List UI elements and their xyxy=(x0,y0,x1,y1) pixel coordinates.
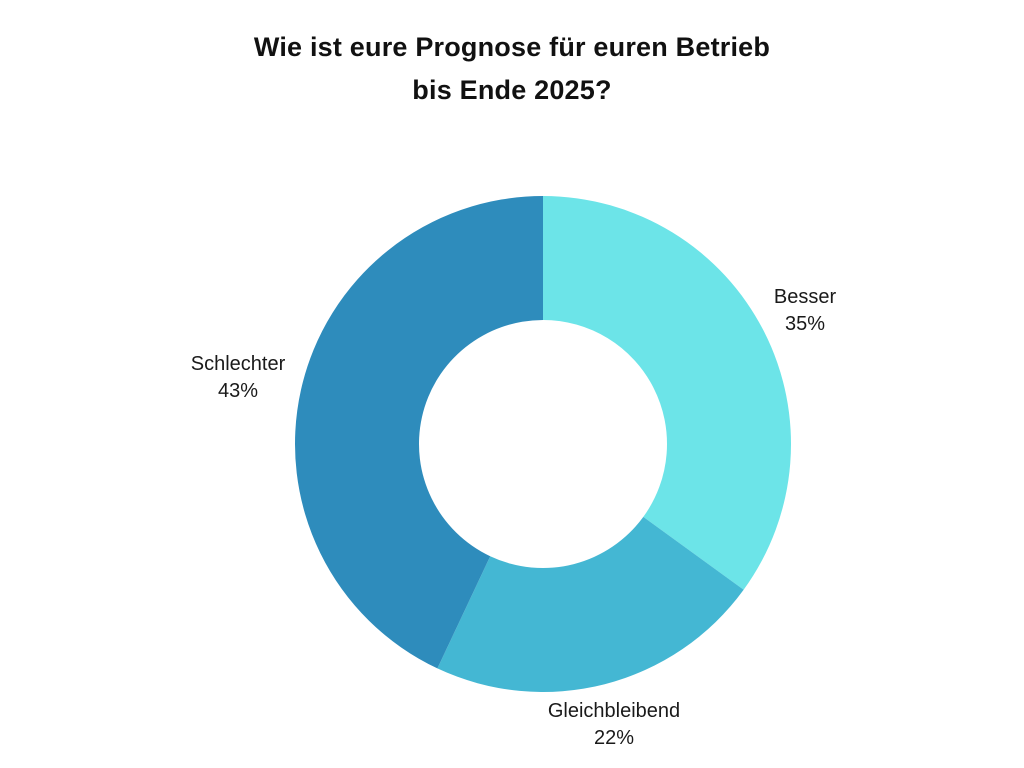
donut-segment-schlechter xyxy=(295,196,543,669)
segment-label-besser-name: Besser xyxy=(773,286,837,308)
segment-label-besser: Besser 35% xyxy=(774,284,836,338)
segment-label-gleichbleibend: Gleichbleibend 22% xyxy=(548,698,680,752)
segment-label-besser-value: 35% xyxy=(784,313,826,335)
donut-segment-gleichbleibend xyxy=(437,516,744,692)
chart-title-line-2: bis Ende 2025? xyxy=(412,75,612,105)
chart-title-line-1: Wie ist eure Prognose für euren Betrieb xyxy=(253,32,771,62)
chart-title: Wie ist eure Prognose für euren Betrieb … xyxy=(0,26,1024,112)
segment-label-schlechter-value: 43% xyxy=(217,380,259,402)
segment-label-gleichbleibend-name: Gleichbleibend xyxy=(547,700,681,722)
segment-label-schlechter: Schlechter 43% xyxy=(191,351,286,405)
donut-segment-besser xyxy=(543,196,791,590)
segment-label-schlechter-name: Schlechter xyxy=(190,353,286,375)
segment-label-gleichbleibend-value: 22% xyxy=(593,727,635,749)
